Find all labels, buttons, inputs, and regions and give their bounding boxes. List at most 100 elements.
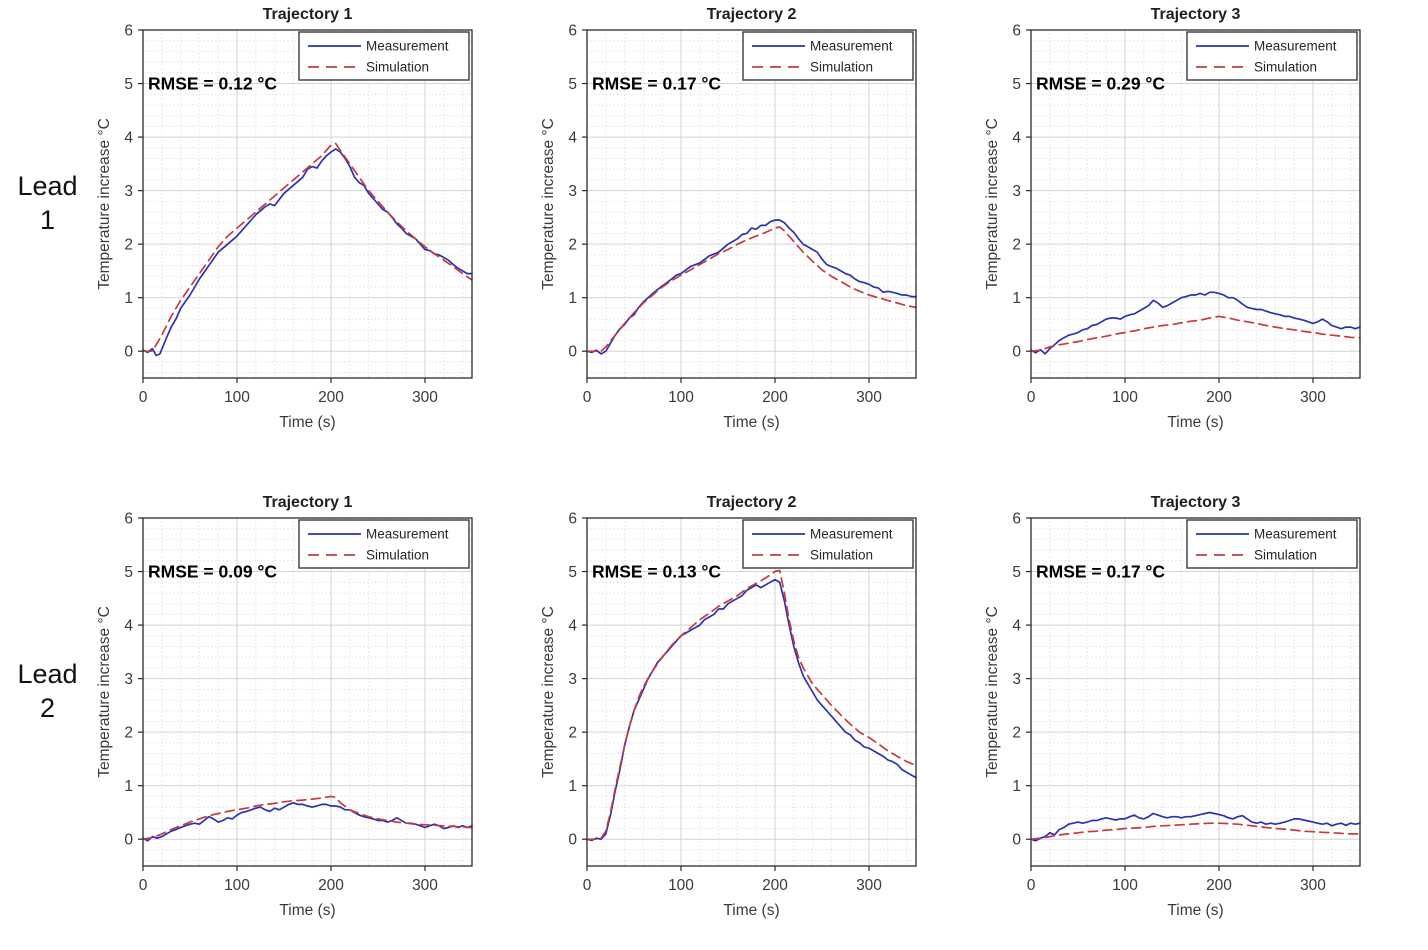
y-tick-label: 3 (124, 183, 133, 200)
x-tick-label: 200 (762, 877, 788, 894)
chart-svg: 0 100 200 300 0 1 2 3 4 5 6 Trajectory 3 Temperature… (984, 6, 1361, 431)
x-tick-label: 200 (1206, 877, 1232, 894)
y-tick-label: 0 (1012, 832, 1021, 849)
y-tick-label: 5 (124, 564, 133, 581)
row-label-lead-2: Lead 2 (0, 462, 95, 922)
axes-box (1030, 29, 1361, 379)
chart-svg: 0 100 200 300 0 1 2 3 4 5 6 Trajectory 2 Temperature… (540, 6, 917, 431)
y-tick-label: 2 (1012, 237, 1021, 254)
plot-title: Trajectory 3 (1151, 494, 1241, 511)
simulation-line (586, 569, 917, 841)
y-tick-label: 6 (568, 511, 577, 528)
plot-title: Trajectory 2 (707, 494, 797, 511)
y-tick-label: 4 (124, 130, 133, 147)
y-tick-label: 1 (1012, 778, 1021, 795)
x-tick-label: 200 (318, 877, 344, 894)
legend: Measurement Simulation (742, 519, 914, 569)
y-tick-label: 4 (1012, 130, 1021, 147)
row-label-line2: 2 (39, 693, 55, 723)
x-tick-label: 200 (1206, 389, 1232, 406)
y-tick-label: 1 (1012, 290, 1021, 307)
measurement-line (1030, 811, 1361, 842)
major-grid (1031, 518, 1360, 866)
rmse-annotation: RMSE = 0.12 °C (148, 74, 277, 94)
row-label-line2: 1 (39, 205, 55, 235)
measurement-line (142, 148, 473, 357)
y-tick-label: 6 (1012, 23, 1021, 40)
simulation-line (142, 795, 473, 841)
y-tick-label: 4 (124, 618, 133, 635)
axes-box (586, 517, 917, 867)
simulation-line (142, 142, 473, 353)
plot-title: Trajectory 1 (263, 6, 353, 23)
legend: Measurement Simulation (742, 31, 914, 81)
x-tick-label: 100 (224, 389, 250, 406)
y-tick-label: 2 (568, 725, 577, 742)
legend-box (1186, 519, 1358, 569)
y-axis-label: Temperature increase °C (96, 118, 113, 290)
x-tick-label: 300 (1300, 389, 1326, 406)
legend-measurement-label: Measurement (1254, 527, 1337, 542)
major-grid (587, 518, 916, 866)
minor-grid (587, 30, 916, 378)
rmse-annotation: RMSE = 0.13 °C (592, 562, 721, 582)
y-tick-label: 1 (568, 290, 577, 307)
legend-box (298, 31, 470, 81)
legend-simulation-label: Simulation (366, 548, 429, 563)
y-tick-label: 2 (124, 725, 133, 742)
x-axis-label: Time (s) (279, 414, 335, 431)
x-tick-label: 300 (856, 389, 882, 406)
axis-ticks (1026, 29, 1314, 383)
y-tick-label: 0 (124, 344, 133, 361)
rmse-annotation: RMSE = 0.17 °C (1036, 562, 1165, 582)
row-label-text: Lead 1 (17, 170, 77, 238)
y-tick-label: 3 (124, 671, 133, 688)
x-tick-label: 200 (318, 389, 344, 406)
axes-box (1030, 517, 1361, 867)
legend: Measurement Simulation (298, 519, 470, 569)
y-axis-label: Temperature increase °C (540, 606, 557, 778)
plot-title: Trajectory 3 (1151, 6, 1241, 23)
y-tick-label: 2 (568, 237, 577, 254)
legend-box (742, 519, 914, 569)
row-label-lead-1: Lead 1 (0, 0, 95, 434)
y-tick-label: 2 (124, 237, 133, 254)
rmse-annotation: RMSE = 0.17 °C (592, 74, 721, 94)
x-axis-label: Time (s) (1167, 902, 1223, 919)
x-tick-label: 100 (224, 877, 250, 894)
y-tick-label: 0 (568, 344, 577, 361)
x-tick-label: 100 (668, 389, 694, 406)
legend: Measurement Simulation (1186, 519, 1358, 569)
x-tick-label: 300 (412, 877, 438, 894)
y-tick-label: 4 (1012, 618, 1021, 635)
y-tick-label: 5 (568, 564, 577, 581)
x-tick-label: 300 (1300, 877, 1326, 894)
y-axis-label: Temperature increase °C (540, 118, 557, 290)
y-axis-label: Temperature increase °C (96, 606, 113, 778)
simulation-line (1030, 822, 1361, 841)
axes-box (586, 29, 917, 379)
plot-title: Trajectory 1 (263, 494, 353, 511)
x-tick-label: 0 (1027, 877, 1036, 894)
x-axis-label: Time (s) (1167, 414, 1223, 431)
legend: Measurement Simulation (298, 31, 470, 81)
y-tick-label: 3 (568, 671, 577, 688)
legend-box (1186, 31, 1358, 81)
x-tick-label: 0 (139, 877, 148, 894)
y-tick-label: 0 (1012, 344, 1021, 361)
x-tick-label: 0 (583, 389, 592, 406)
axis-ticks (138, 29, 426, 383)
legend-simulation-label: Simulation (1254, 60, 1317, 75)
figure-row-lead-1: Lead 1 0 100 200 300 0 1 2 3 4 5 6 Trajectory 1 Temp… (0, 0, 1428, 460)
x-tick-label: 0 (139, 389, 148, 406)
axis-ticks (582, 517, 870, 871)
legend-simulation-label: Simulation (810, 60, 873, 75)
rmse-annotation: RMSE = 0.29 °C (1036, 74, 1165, 94)
measurement-line (586, 219, 917, 355)
y-tick-label: 6 (1012, 511, 1021, 528)
y-tick-label: 4 (568, 130, 577, 147)
chart-lead2-trajectory1: 0 100 200 300 0 1 2 3 4 5 6 Trajectory 1 Temperature… (95, 488, 539, 948)
legend-measurement-label: Measurement (366, 39, 449, 54)
y-tick-label: 3 (568, 183, 577, 200)
